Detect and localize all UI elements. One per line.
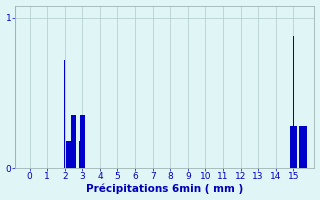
Bar: [80, 115, 85, 168]
Bar: [290, 126, 297, 168]
Bar: [66, 141, 71, 168]
Bar: [71, 115, 76, 168]
Bar: [79, 141, 84, 168]
X-axis label: Précipitations 6min ( mm ): Précipitations 6min ( mm ): [86, 184, 244, 194]
Bar: [300, 126, 307, 168]
Bar: [64, 60, 65, 168]
Bar: [292, 36, 294, 168]
